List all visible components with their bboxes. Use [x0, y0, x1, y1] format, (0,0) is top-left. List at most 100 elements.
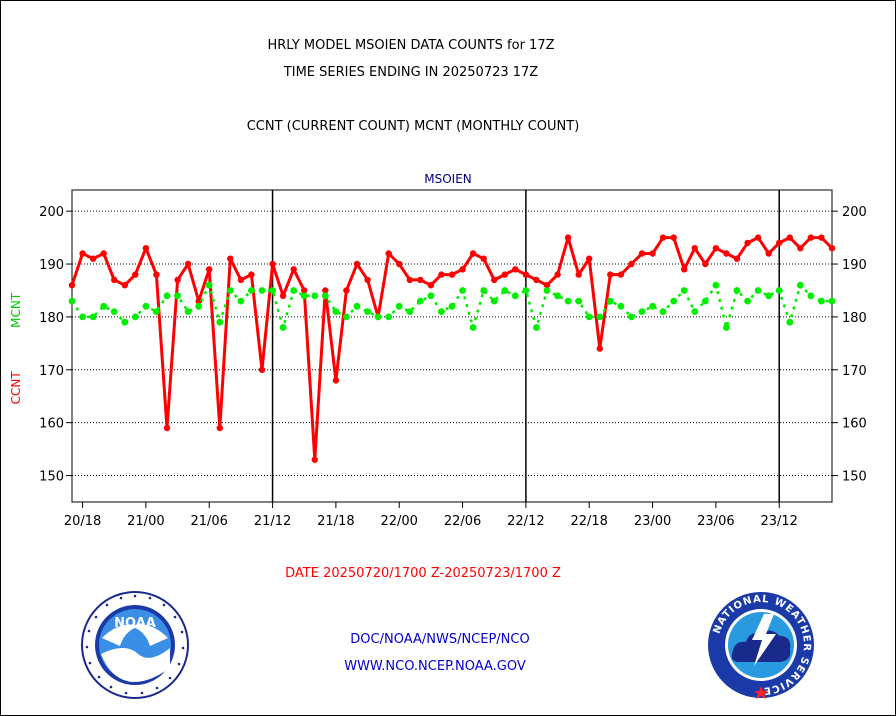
- url-line: WWW.NCO.NCEP.NOAA.GOV: [344, 659, 526, 674]
- data-point-ccnt: [617, 271, 625, 278]
- data-point-ccnt: [163, 424, 171, 432]
- y-tick-label-left: 180: [39, 311, 64, 326]
- data-point-mcnt: [364, 308, 371, 315]
- data-point-ccnt: [702, 260, 709, 268]
- data-point-mcnt: [469, 324, 477, 331]
- y-tick-label-right: 190: [842, 258, 867, 273]
- data-point-mcnt: [79, 313, 86, 321]
- data-point-mcnt: [332, 308, 340, 315]
- data-point-mcnt: [659, 308, 667, 315]
- noaa-logo-icon: NOAA: [81, 591, 189, 699]
- data-point-mcnt: [807, 292, 815, 300]
- data-point-ccnt: [290, 266, 297, 273]
- data-point-mcnt: [121, 318, 129, 326]
- data-point-mcnt: [216, 318, 224, 326]
- data-point-mcnt: [564, 297, 572, 305]
- data-point-mcnt: [796, 281, 804, 289]
- y-tick-label-left: 190: [39, 258, 64, 273]
- y-axis-label-mcnt: MCNT: [9, 292, 23, 328]
- data-point-ccnt: [322, 287, 329, 294]
- x-tick-label: 21/18: [317, 514, 354, 529]
- data-point-ccnt: [670, 234, 677, 241]
- data-point-mcnt: [828, 297, 836, 305]
- data-point-mcnt: [279, 324, 287, 331]
- data-point-ccnt: [448, 271, 456, 278]
- data-point-ccnt: [564, 234, 572, 241]
- data-point-ccnt: [491, 276, 498, 284]
- data-point-mcnt: [680, 287, 688, 294]
- data-point-mcnt: [628, 313, 635, 321]
- x-tick-label: 22/18: [570, 514, 607, 529]
- data-point-ccnt: [279, 292, 287, 299]
- data-point-ccnt: [174, 276, 181, 284]
- y-tick-label-right: 150: [842, 470, 867, 485]
- data-point-ccnt: [744, 239, 751, 247]
- data-point-ccnt: [543, 282, 551, 289]
- y-tick-label-left: 170: [39, 364, 64, 379]
- data-point-mcnt: [427, 292, 435, 300]
- data-point-ccnt: [216, 424, 223, 432]
- data-point-ccnt: [480, 255, 487, 262]
- data-point-mcnt: [448, 302, 456, 310]
- plot-title: MSOIEN: [424, 172, 472, 186]
- data-point-mcnt: [395, 302, 403, 310]
- x-tick-label: 21/00: [127, 514, 164, 529]
- data-point-ccnt: [427, 282, 435, 289]
- data-point-ccnt: [818, 234, 825, 241]
- data-point-mcnt: [638, 308, 646, 315]
- chart-title-line2: TIME SERIES ENDING IN 20250723 17Z: [283, 65, 539, 80]
- data-point-mcnt: [110, 308, 118, 315]
- data-point-mcnt: [269, 287, 276, 294]
- data-point-mcnt: [701, 297, 709, 305]
- data-point-ccnt: [575, 271, 582, 278]
- chart-title-line1: HRLY MODEL MSOIEN DATA COUNTS for 17Z: [267, 38, 555, 53]
- data-point-mcnt: [321, 292, 329, 300]
- data-point-ccnt: [438, 271, 445, 278]
- y-tick-label-left: 160: [39, 417, 64, 432]
- data-point-mcnt: [438, 308, 445, 315]
- data-point-ccnt: [153, 271, 160, 278]
- data-point-mcnt: [343, 313, 350, 321]
- data-point-ccnt: [353, 260, 361, 268]
- series-line-ccnt: [70, 236, 834, 462]
- data-point-ccnt: [121, 282, 128, 289]
- x-tick-label: 23/12: [760, 514, 797, 529]
- data-point-ccnt: [459, 266, 466, 273]
- data-point-mcnt: [585, 313, 593, 321]
- data-point-ccnt: [765, 250, 772, 257]
- data-point-ccnt: [248, 271, 255, 278]
- data-point-mcnt: [416, 297, 424, 305]
- data-point-mcnt: [712, 281, 720, 289]
- data-point-mcnt: [543, 287, 551, 294]
- data-point-mcnt: [406, 308, 414, 315]
- org-line: DOC/NOAA/NWS/NCEP/NCO: [350, 632, 530, 647]
- data-point-mcnt: [575, 297, 583, 305]
- data-point-mcnt: [205, 281, 213, 289]
- data-point-ccnt: [712, 245, 720, 252]
- data-point-mcnt: [723, 324, 730, 331]
- data-point-ccnt: [301, 287, 308, 294]
- data-point-ccnt: [786, 234, 793, 241]
- data-point-mcnt: [226, 287, 234, 294]
- data-point-mcnt: [617, 302, 625, 310]
- nws-logo-icon: NATIONAL WEATHER SERVICE: [708, 592, 814, 699]
- x-tick-label: 22/12: [507, 514, 544, 529]
- data-point-mcnt: [649, 302, 656, 310]
- data-point-ccnt: [364, 276, 371, 284]
- data-point-mcnt: [290, 287, 298, 294]
- data-point-ccnt: [628, 260, 635, 268]
- data-point-mcnt: [754, 287, 762, 294]
- x-tick-label: 23/06: [697, 514, 734, 529]
- data-point-ccnt: [100, 250, 107, 257]
- y-tick-label-left: 200: [39, 205, 64, 220]
- data-point-mcnt: [733, 287, 741, 294]
- data-point-ccnt: [343, 287, 350, 294]
- data-point-mcnt: [89, 313, 97, 321]
- data-point-ccnt: [807, 234, 815, 241]
- data-point-ccnt: [111, 276, 118, 284]
- data-point-mcnt: [374, 313, 382, 321]
- data-point-ccnt: [142, 245, 150, 252]
- y-tick-label-right: 200: [842, 205, 867, 220]
- data-point-mcnt: [818, 297, 825, 305]
